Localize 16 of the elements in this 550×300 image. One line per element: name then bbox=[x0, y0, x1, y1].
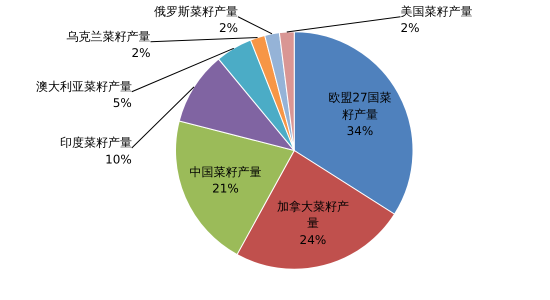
slice-label: 加拿大菜籽产量 bbox=[276, 199, 349, 230]
data-label: 5% bbox=[112, 96, 132, 110]
data-label: 24% bbox=[300, 232, 326, 247]
slice-label: 澳大利亚菜籽产量 bbox=[36, 79, 132, 94]
slice-label: 欧盟27国菜籽产量 bbox=[328, 90, 392, 122]
slice-label: 俄罗斯菜籽产量 bbox=[154, 4, 238, 18]
data-label: 34% bbox=[346, 124, 374, 138]
data-label: 2% bbox=[218, 21, 238, 36]
data-label: 2% bbox=[400, 21, 420, 36]
data-label: 2% bbox=[131, 46, 151, 60]
slice-label: 美国菜籽产量 bbox=[400, 4, 472, 18]
data-label: 21% bbox=[212, 182, 239, 196]
slice-label: 乌克兰菜籽产量 bbox=[66, 29, 150, 44]
slice-label: 中国菜籽产量 bbox=[189, 164, 262, 179]
data-label: 10% bbox=[105, 152, 132, 166]
slice-label: 印度菜籽产量 bbox=[60, 136, 132, 150]
